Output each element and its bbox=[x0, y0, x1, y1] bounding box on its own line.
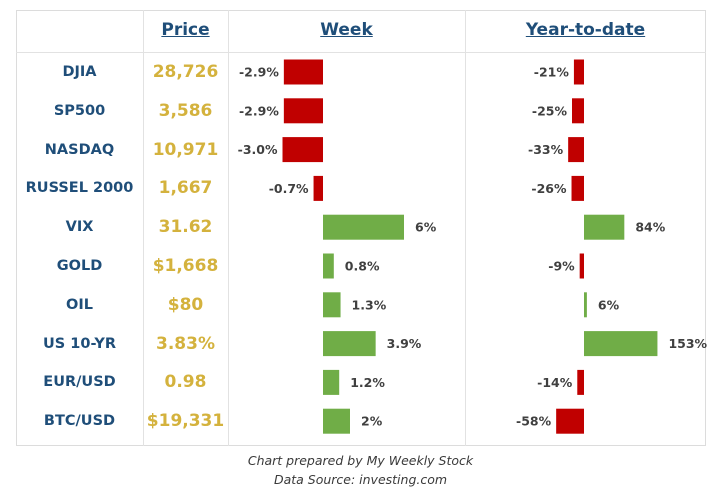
ytd-value-label: -25% bbox=[532, 103, 568, 118]
ytd-header: Year-to-date bbox=[525, 20, 646, 40]
asset-price: $80 bbox=[167, 294, 204, 315]
week-bar bbox=[323, 369, 340, 395]
ytd-bar bbox=[584, 292, 587, 318]
week-value-label: 6% bbox=[415, 220, 437, 235]
asset-name: OIL bbox=[66, 296, 93, 313]
week-value-label: 2% bbox=[361, 414, 383, 429]
asset-price: 10,971 bbox=[152, 139, 219, 160]
week-bar bbox=[282, 137, 323, 163]
week-value-label: -2.9% bbox=[239, 65, 279, 80]
ytd-value-label: -14% bbox=[537, 375, 573, 390]
week-value-label: 1.3% bbox=[352, 297, 387, 312]
week-value-label: -3.0% bbox=[238, 142, 278, 157]
asset-price: 28,726 bbox=[152, 62, 219, 82]
asset-name: SP500 bbox=[53, 102, 106, 119]
asset-name: US 10-YR bbox=[43, 335, 116, 352]
week-header: Week bbox=[320, 20, 373, 40]
asset-price: 0.98 bbox=[164, 372, 207, 393]
asset-name: RUSSEL 2000 bbox=[25, 180, 134, 197]
week-bar bbox=[283, 59, 323, 85]
week-bar bbox=[323, 408, 350, 434]
week-bar bbox=[323, 253, 334, 279]
asset-name: GOLD bbox=[56, 258, 103, 274]
ytd-bar bbox=[568, 137, 584, 163]
asset-name: BTC/USD bbox=[43, 413, 116, 430]
ytd-value-label: -26% bbox=[531, 181, 567, 196]
ytd-bar bbox=[556, 408, 584, 434]
ytd-value-label: -58% bbox=[516, 414, 552, 429]
price-header: Price bbox=[161, 20, 210, 40]
week-value-label: -0.7% bbox=[269, 181, 309, 196]
footer-credit: Chart prepared by My Weekly Stock bbox=[247, 453, 474, 468]
column-divider bbox=[228, 10, 229, 446]
asset-name: EUR/USD bbox=[43, 374, 116, 391]
asset-price: 1,667 bbox=[158, 178, 213, 199]
ytd-bar bbox=[572, 98, 584, 124]
week-value-label: 3.9% bbox=[387, 336, 422, 351]
asset-price: $19,331 bbox=[146, 411, 225, 432]
ytd-bar bbox=[573, 59, 584, 85]
asset-name: VIX bbox=[65, 219, 94, 236]
week-value-label: 1.2% bbox=[350, 375, 385, 390]
ytd-value-label: -21% bbox=[534, 65, 570, 80]
ytd-bar bbox=[584, 331, 658, 357]
asset-price: 3,586 bbox=[158, 100, 213, 121]
week-value-label: -2.9% bbox=[239, 103, 279, 118]
asset-price: 3.83% bbox=[156, 333, 215, 354]
ytd-bar bbox=[577, 369, 584, 395]
asset-name: DJIA bbox=[62, 64, 97, 80]
week-bar bbox=[283, 98, 323, 124]
column-divider bbox=[143, 10, 144, 446]
week-value-label: 0.8% bbox=[345, 259, 380, 274]
asset-price: $1,668 bbox=[152, 256, 219, 276]
asset-price: 31.62 bbox=[158, 217, 213, 238]
ytd-bar bbox=[571, 175, 584, 201]
column-divider bbox=[465, 10, 466, 446]
header-divider bbox=[16, 52, 706, 53]
week-bar bbox=[323, 292, 341, 318]
ytd-value-label: 153% bbox=[668, 336, 707, 351]
ytd-value-label: 84% bbox=[635, 220, 665, 235]
week-bar bbox=[323, 214, 404, 240]
week-bar bbox=[323, 331, 376, 357]
week-bar bbox=[313, 175, 323, 201]
ytd-bar bbox=[584, 214, 625, 240]
ytd-value-label: -33% bbox=[528, 142, 564, 157]
footer-source: Data Source: investing.com bbox=[273, 472, 448, 487]
ytd-bar bbox=[579, 253, 584, 279]
chart-frame bbox=[16, 10, 706, 446]
ytd-value-label: -9% bbox=[548, 259, 575, 274]
asset-name: NASDAQ bbox=[44, 141, 115, 158]
ytd-value-label: 6% bbox=[598, 297, 620, 312]
